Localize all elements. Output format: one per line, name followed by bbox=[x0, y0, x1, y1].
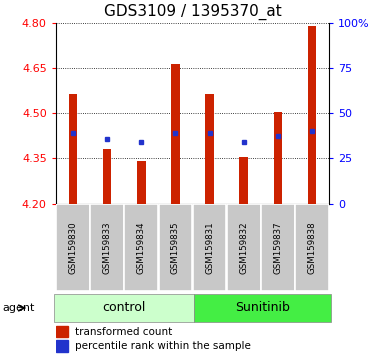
Text: GSM159830: GSM159830 bbox=[69, 222, 77, 274]
Text: GSM159835: GSM159835 bbox=[171, 222, 180, 274]
Text: percentile rank within the sample: percentile rank within the sample bbox=[75, 341, 251, 351]
Text: GSM159833: GSM159833 bbox=[102, 222, 112, 274]
Bar bbox=[103, 149, 111, 204]
Text: Sunitinib: Sunitinib bbox=[235, 302, 290, 314]
Text: control: control bbox=[102, 302, 146, 314]
Bar bbox=[90, 205, 124, 291]
Text: transformed count: transformed count bbox=[75, 327, 172, 337]
Bar bbox=[54, 294, 194, 322]
Bar bbox=[171, 64, 180, 204]
Bar bbox=[159, 205, 192, 291]
Bar bbox=[261, 205, 295, 291]
Text: GSM159834: GSM159834 bbox=[137, 222, 146, 274]
Bar bbox=[274, 112, 282, 204]
Text: GSM159831: GSM159831 bbox=[205, 222, 214, 274]
Bar bbox=[56, 341, 68, 352]
Bar bbox=[137, 161, 146, 204]
Bar bbox=[192, 205, 226, 291]
Text: GSM159837: GSM159837 bbox=[273, 222, 283, 274]
Bar bbox=[205, 94, 214, 204]
Bar bbox=[295, 205, 329, 291]
Bar bbox=[56, 205, 90, 291]
Bar bbox=[56, 326, 68, 337]
Bar bbox=[239, 157, 248, 204]
Text: agent: agent bbox=[2, 303, 34, 313]
Title: GDS3109 / 1395370_at: GDS3109 / 1395370_at bbox=[104, 4, 281, 20]
Bar bbox=[69, 94, 77, 204]
Text: GSM159832: GSM159832 bbox=[239, 222, 248, 274]
Bar bbox=[194, 294, 331, 322]
Text: GSM159838: GSM159838 bbox=[308, 222, 316, 274]
Bar bbox=[124, 205, 158, 291]
Bar bbox=[227, 205, 261, 291]
Bar bbox=[308, 26, 316, 204]
